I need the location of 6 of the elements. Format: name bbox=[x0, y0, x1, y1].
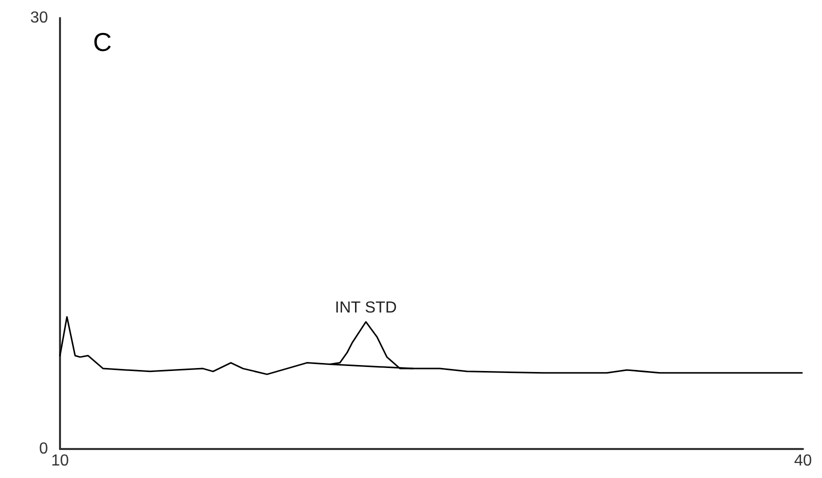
x-tick-label: 10 bbox=[51, 452, 69, 470]
y-tick-label: 30 bbox=[30, 10, 48, 26]
chart-title: C bbox=[93, 27, 112, 57]
annotation: INT STD bbox=[334, 299, 397, 316]
y-tick-label: 0 bbox=[39, 440, 48, 458]
x-tick-label: 40 bbox=[794, 452, 812, 470]
